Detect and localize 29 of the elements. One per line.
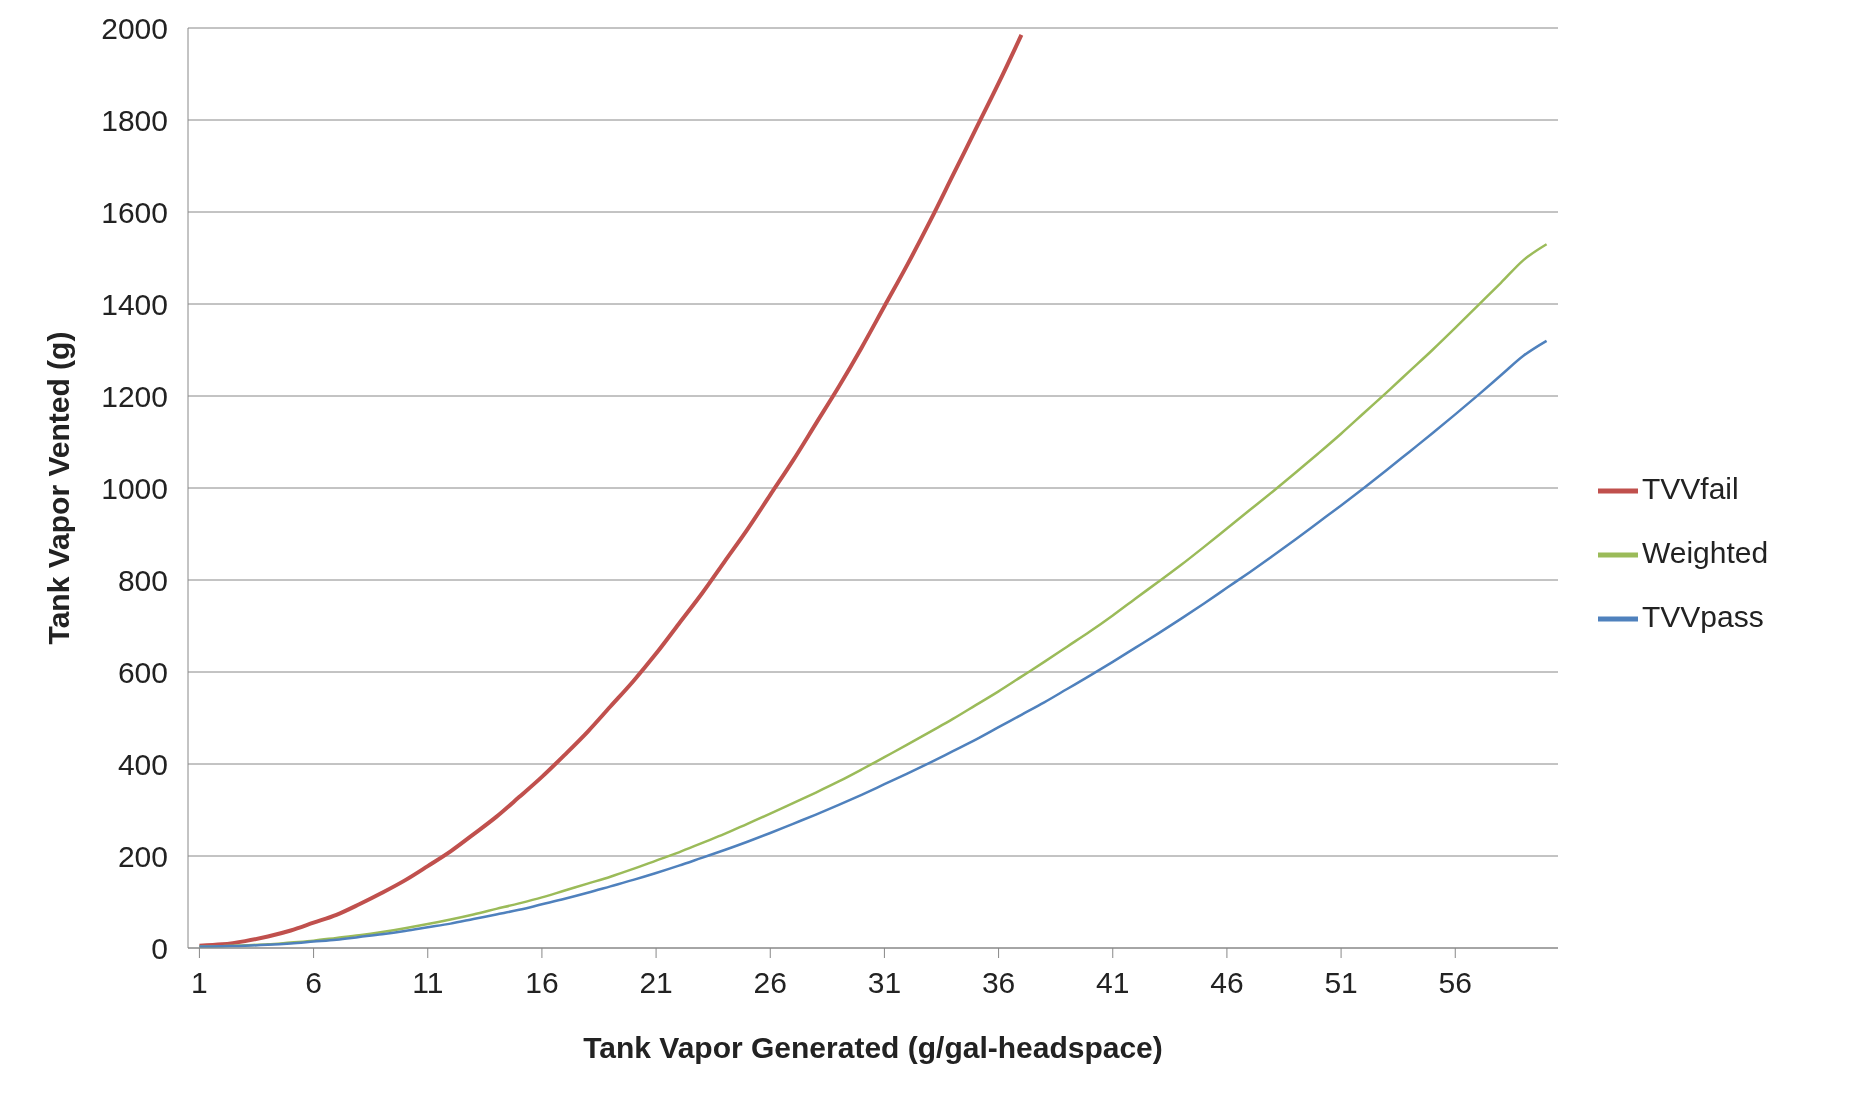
x-tick-label: 11 — [412, 966, 444, 1000]
legend-label: TVVfail — [1642, 472, 1739, 505]
x-axis-title: Tank Vapor Generated (g/gal-headspace) — [583, 1031, 1163, 1064]
y-tick-label: 200 — [117, 839, 168, 873]
line-series — [197, 32, 1024, 948]
y-tick-label: 1800 — [101, 103, 168, 137]
y-axis-title: Tank Vapor Vented (g) — [41, 331, 75, 645]
y-tick-label: 0 — [151, 931, 168, 965]
x-tick-label: 36 — [981, 966, 1016, 1000]
x-tick-label: 26 — [753, 966, 787, 1000]
x-tick-label: 56 — [1438, 966, 1472, 1000]
x-tick-label: 1 — [191, 966, 208, 1000]
y-tick-label: 800 — [117, 563, 168, 597]
legend-label: TVVpass — [1642, 600, 1764, 633]
x-tick-label: 51 — [1324, 966, 1358, 1000]
y-tick-label: 1400 — [101, 287, 168, 321]
y-tick-label: 1600 — [101, 195, 168, 229]
legend-label: Weighted — [1642, 536, 1769, 569]
x-tick-label: 41 — [1096, 966, 1130, 1000]
x-tick-label: 31 — [867, 966, 902, 1000]
y-tick-label: 600 — [117, 655, 168, 689]
x-tick-label: 21 — [639, 966, 673, 1000]
y-tick-label: 1200 — [101, 379, 168, 413]
x-tick-label: 16 — [525, 966, 559, 1000]
y-tick-label: 400 — [117, 747, 168, 781]
y-tick-label: 2000 — [101, 11, 168, 45]
x-tick-label: 46 — [1210, 966, 1244, 1000]
x-tick-label: 6 — [305, 966, 322, 1000]
y-tick-label: 1000 — [101, 471, 168, 505]
